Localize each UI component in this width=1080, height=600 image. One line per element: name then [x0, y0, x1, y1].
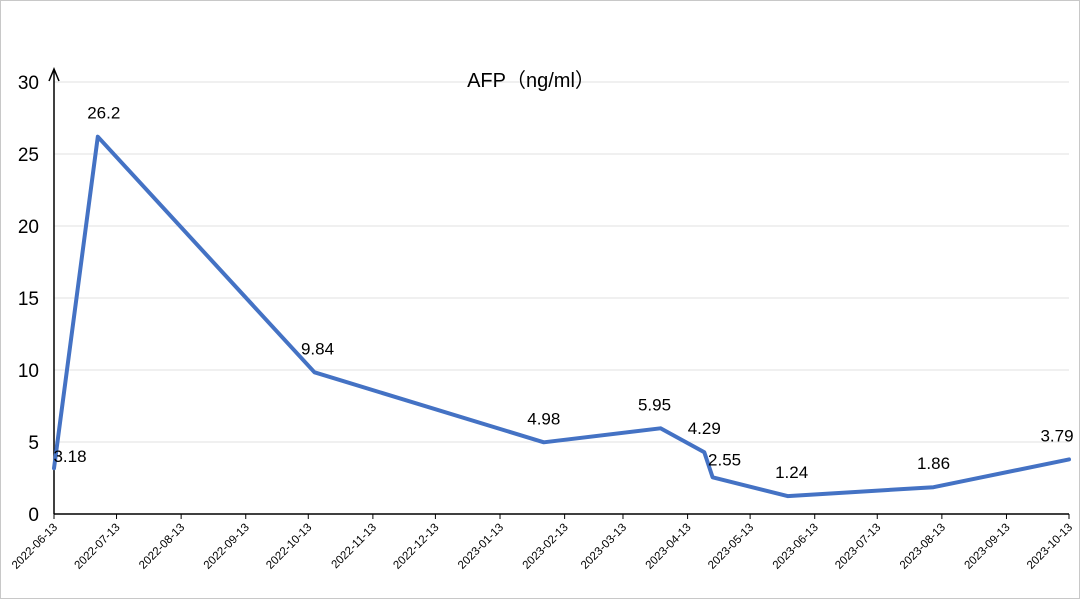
x-tick-label: 2022-06-13 [10, 522, 60, 572]
data-labels: 3.18 26.2 9.84 4.98 5.95 4.29 2.55 1.24 1.86 3.79 [53, 104, 1073, 482]
x-tick-label: 2023-01-13 [456, 522, 506, 572]
y-tick-label: 25 [18, 145, 39, 166]
data-label: 4.29 [688, 419, 721, 438]
data-label: 26.2 [87, 104, 120, 123]
x-tick-label: 2023-03-13 [579, 522, 629, 572]
x-tick-label: 2022-09-13 [202, 522, 252, 572]
data-label: 3.79 [1040, 426, 1073, 445]
x-tick-label: 2023-06-13 [771, 522, 821, 572]
chart-title: AFP（ng/ml） [467, 69, 595, 92]
x-tick-label: 2022-07-13 [73, 522, 123, 572]
data-label: 9.84 [301, 339, 334, 358]
x-tick-label: 2023-05-13 [706, 522, 756, 572]
y-tick-label: 30 [18, 73, 39, 94]
data-label: 4.98 [527, 409, 560, 428]
y-tick-label: 10 [18, 361, 39, 382]
x-tick-label: 2023-02-13 [521, 522, 571, 572]
x-tick-label: 2023-04-13 [644, 522, 694, 572]
data-label: 1.24 [775, 463, 808, 482]
y-tick-label: 15 [18, 289, 39, 310]
data-label: 2.55 [708, 450, 741, 469]
x-tick-labels: 2022-06-13 2022-07-13 2022-08-13 2022-09-13… [10, 522, 1075, 572]
x-tick-label: 2023-10-13 [1025, 522, 1075, 572]
y-tick-label: 0 [28, 505, 39, 526]
data-label: 5.95 [638, 395, 671, 414]
x-tick-label: 2023-09-13 [963, 522, 1013, 572]
y-tick-labels: 0 5 10 15 20 25 30 [18, 73, 39, 526]
y-tick-label: 5 [28, 433, 39, 454]
afp-series-line [52, 134, 1071, 499]
x-tick-label: 2022-11-13 [330, 522, 379, 571]
x-tick-label: 2023-07-13 [833, 522, 883, 572]
series-layer [52, 134, 1071, 499]
x-tick-label: 2022-12-13 [391, 522, 441, 572]
data-label: 3.18 [53, 447, 86, 466]
axes [48, 67, 1070, 519]
x-tick-label: 2022-10-13 [264, 522, 314, 572]
x-tick-label: 2023-08-13 [898, 522, 948, 572]
data-label: 1.86 [917, 454, 950, 473]
y-axis-arrow-icon [48, 67, 60, 82]
y-tick-label: 20 [18, 217, 39, 238]
grid-lines [54, 81, 1069, 443]
x-tick-label: 2022-08-13 [137, 522, 187, 572]
